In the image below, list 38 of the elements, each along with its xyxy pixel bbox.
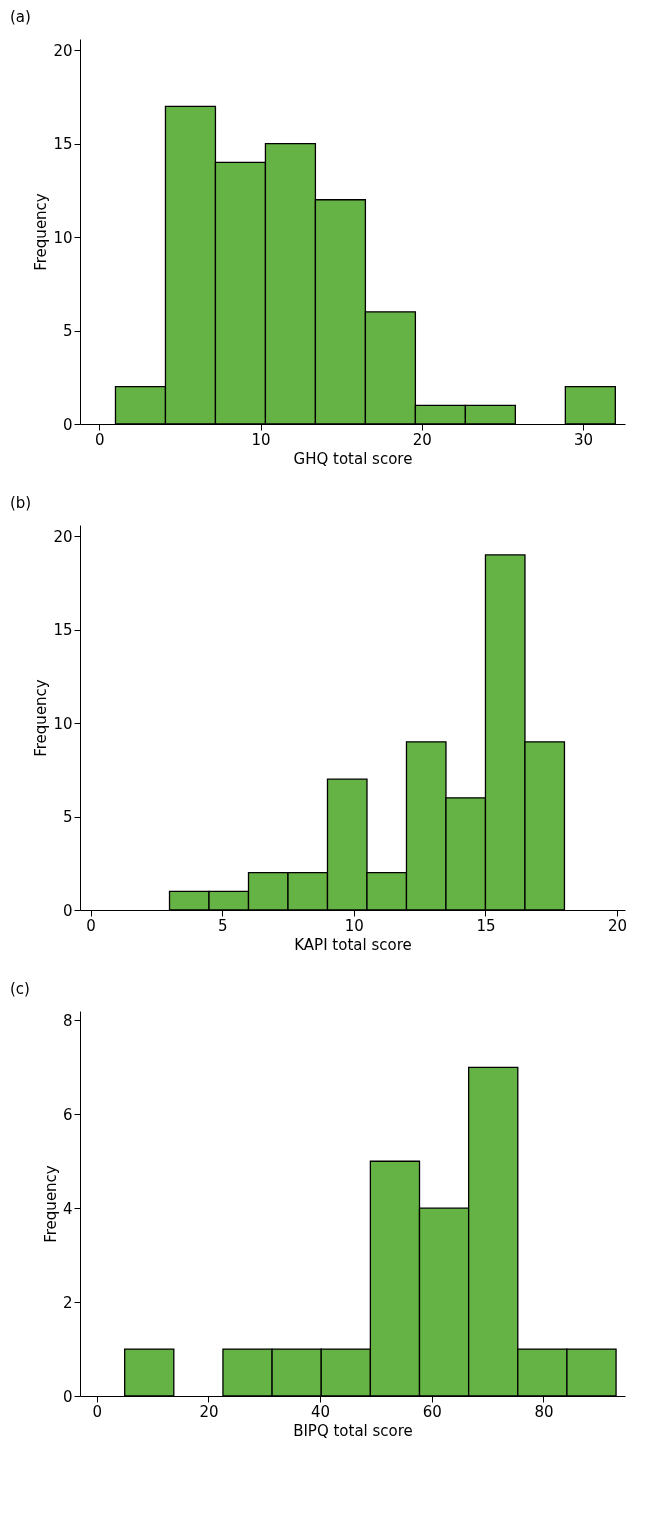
x-axis-title: BIPQ total score <box>293 1421 413 1440</box>
x-tick-label: 20 <box>608 916 628 935</box>
y-tick-label: 6 <box>62 1105 73 1124</box>
x-tick-label: 40 <box>311 1402 331 1421</box>
y-tick-label: 0 <box>62 415 73 434</box>
x-tick-label: 5 <box>217 916 228 935</box>
x-axis-title: KAPI total score <box>294 935 412 954</box>
y-tick-label: 15 <box>53 621 73 640</box>
y-tick-label: 10 <box>53 228 73 247</box>
chart-title: (c) <box>10 980 30 998</box>
x-tick-label: 0 <box>86 916 96 935</box>
x-tick-label: 0 <box>92 1402 103 1421</box>
x-tick-label: 80 <box>534 1402 554 1421</box>
y-axis-title: Frequency <box>32 679 51 757</box>
x-tick-label: 60 <box>422 1402 442 1421</box>
chart-title: (b) <box>10 494 32 512</box>
x-tick-label: 10 <box>251 430 271 449</box>
y-tick-label: 20 <box>53 527 73 546</box>
x-tick-label: 0 <box>95 430 105 449</box>
y-tick-label: 4 <box>62 1199 73 1218</box>
x-tick-label: 30 <box>574 430 594 449</box>
x-axis-title: GHQ total score <box>293 449 413 468</box>
y-tick-label: 8 <box>62 1011 73 1030</box>
chart-title: (a) <box>10 8 31 26</box>
y-tick-label: 5 <box>62 322 73 341</box>
y-tick-label: 0 <box>62 1387 73 1406</box>
x-tick-label: 20 <box>412 430 432 449</box>
y-axis-title: Frequency <box>32 193 51 271</box>
y-tick-label: 5 <box>62 808 73 827</box>
x-tick-label: 20 <box>199 1402 219 1421</box>
y-axis-title: Frequency <box>41 1165 60 1243</box>
y-tick-label: 20 <box>53 41 73 60</box>
x-tick-label: 15 <box>476 916 496 935</box>
x-tick-label: 10 <box>344 916 364 935</box>
y-tick-label: 10 <box>53 714 73 733</box>
y-tick-label: 0 <box>62 901 73 920</box>
y-tick-label: 2 <box>62 1293 73 1312</box>
y-tick-label: 15 <box>53 135 73 154</box>
